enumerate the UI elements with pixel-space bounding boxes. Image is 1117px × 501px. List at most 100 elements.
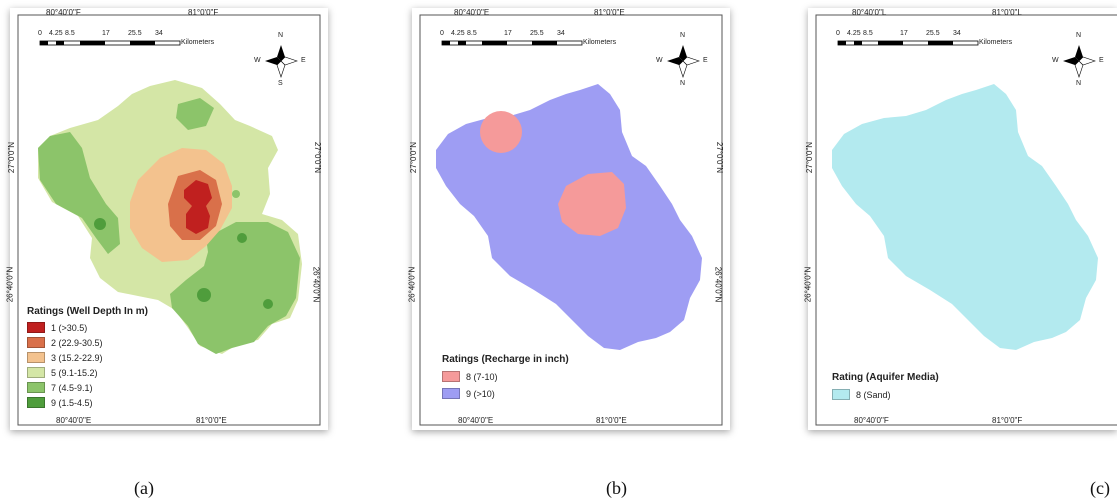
legend-item: 5 (9.1-15.2)	[27, 367, 98, 378]
scale-label: 17	[504, 30, 512, 37]
region-recharge-8	[558, 172, 626, 236]
compass-west: W	[656, 57, 663, 64]
lat-label: 26°40'0"N	[311, 266, 321, 303]
top-lon-label: 81°0'0"L	[992, 8, 1022, 17]
region-well-depth-7-spot	[232, 190, 240, 198]
legend-swatch	[27, 367, 45, 378]
top-lon-label: 80°40'0"L	[852, 8, 887, 17]
map-frame	[17, 14, 321, 426]
map-panel-aquifer: 80°40'0"L 81°0'0"L 80°40'0"F 81°0'0"F 27…	[803, 8, 1117, 430]
scale-label: 25.5	[926, 30, 940, 37]
region-well-depth-7-lower	[170, 222, 300, 354]
scale-unit: Kilometers	[979, 39, 1013, 46]
scale-bar	[39, 40, 181, 46]
compass-east: E	[703, 57, 708, 64]
scale-label: 0	[836, 30, 840, 37]
bottom-lon-label: 80°40'0"E	[56, 416, 92, 425]
legend-title: Ratings (Recharge in inch)	[442, 354, 569, 365]
compass-north: N	[278, 32, 284, 39]
scale-label: 4.25	[451, 30, 465, 37]
map-panel-well-depth: 80°40'0"F 81°0'0"F 80°40'0"E 81°0'0"E 27…	[5, 8, 328, 430]
region-aquifer-8	[832, 84, 1098, 350]
lat-label: 27°0'0"N	[409, 141, 419, 174]
scale-unit: Kilometers	[583, 39, 617, 46]
lat-label: 26°40'0"N	[5, 266, 15, 303]
lat-label: 26°40'0"N	[713, 266, 723, 303]
legend-swatch	[832, 389, 850, 400]
bottom-lon-label: 81°0'0"E	[196, 416, 227, 425]
scale-label: 34	[155, 30, 163, 37]
legend-swatch	[442, 371, 460, 382]
top-lon-label: 81°0'0"E	[594, 8, 625, 17]
top-lon-label: 80°40'0"F	[46, 8, 81, 17]
scale-label: 34	[953, 30, 961, 37]
map-frame	[419, 14, 723, 426]
legend-item: 8 (7-10)	[442, 371, 498, 382]
legend-item: 8 (Sand)	[832, 389, 891, 400]
lat-label: 27°0'0"N	[313, 141, 323, 174]
scale-label: 25.5	[530, 30, 544, 37]
lat-label: 27°0'0"N	[715, 141, 725, 174]
scale-label: 4.25	[847, 30, 861, 37]
lat-label: 26°40'0"N	[803, 266, 813, 303]
bottom-lon-label: 80°40'0"E	[458, 416, 494, 425]
region-well-depth-9-spot	[197, 288, 211, 302]
scale-label: 0	[38, 30, 42, 37]
lat-label: 27°0'0"N	[7, 141, 17, 174]
map-panel-recharge: 80°40'0"E 81°0'0"E 80°40'0"E 81°0'0"E 27…	[407, 8, 730, 430]
region-well-depth-9-spot	[237, 233, 247, 243]
legend-item: 7 (4.5-9.1)	[27, 382, 93, 393]
recharge-map	[419, 14, 723, 426]
lat-label: 27°0'0"N	[805, 141, 815, 174]
legend-swatch	[27, 337, 45, 348]
legend-item: 9 (>10)	[442, 388, 495, 399]
scale-label: 25.5	[128, 30, 142, 37]
well-depth-map	[17, 14, 321, 426]
scale-bar	[441, 40, 583, 46]
map-frame	[815, 14, 1117, 426]
legend-swatch	[442, 388, 460, 399]
compass-rose-icon	[1063, 45, 1096, 78]
top-lon-label: 80°40'0"E	[454, 8, 490, 17]
region-well-depth-1	[184, 180, 212, 234]
legend-item: 2 (22.9-30.5)	[27, 337, 103, 348]
compass-west: W	[1052, 57, 1059, 64]
scale-unit: Kilometers	[181, 39, 215, 46]
compass-east: E	[1099, 57, 1104, 64]
compass-south: N	[680, 80, 686, 87]
compass-east: E	[301, 57, 306, 64]
compass-rose-icon	[667, 45, 700, 78]
legend-item: 9 (1.5-4.5)	[27, 397, 93, 408]
caption-b: (b)	[606, 478, 627, 498]
compass-south: S	[278, 80, 283, 87]
region-recharge-8	[480, 111, 522, 153]
bottom-lon-label: 80°40'0"F	[854, 416, 889, 425]
legend-swatch	[27, 352, 45, 363]
compass-rose-icon	[265, 45, 298, 78]
scale-bar	[837, 40, 979, 46]
legend-swatch	[27, 382, 45, 393]
scale-label: 0	[440, 30, 444, 37]
compass-west: W	[254, 57, 261, 64]
legend-title: Rating (Aquifer Media)	[832, 372, 939, 383]
legend-swatch	[27, 322, 45, 333]
region-well-depth-9-spot	[94, 218, 106, 230]
bottom-lon-label: 81°0'0"E	[596, 416, 627, 425]
caption-c: (c)	[1090, 478, 1110, 498]
legend-swatch	[27, 397, 45, 408]
lat-label: 26°40'0"N	[407, 266, 417, 303]
compass-north: N	[680, 32, 686, 39]
region-well-depth-7-top	[176, 98, 214, 130]
region-well-depth-9-spot	[263, 299, 273, 309]
compass-south: N	[1076, 80, 1082, 87]
legend-item: 1 (>30.5)	[27, 322, 87, 333]
legend-title: Ratings (Well Depth In m)	[27, 306, 148, 317]
scale-label: 34	[557, 30, 565, 37]
caption-a: (a)	[134, 478, 154, 498]
bottom-lon-label: 81°0'0"F	[992, 416, 1023, 425]
scale-label: 17	[102, 30, 110, 37]
scale-label: 17	[900, 30, 908, 37]
scale-label: 4.25	[49, 30, 63, 37]
legend-item: 3 (15.2-22.9)	[27, 352, 103, 363]
scale-label: 8.5	[65, 30, 75, 37]
